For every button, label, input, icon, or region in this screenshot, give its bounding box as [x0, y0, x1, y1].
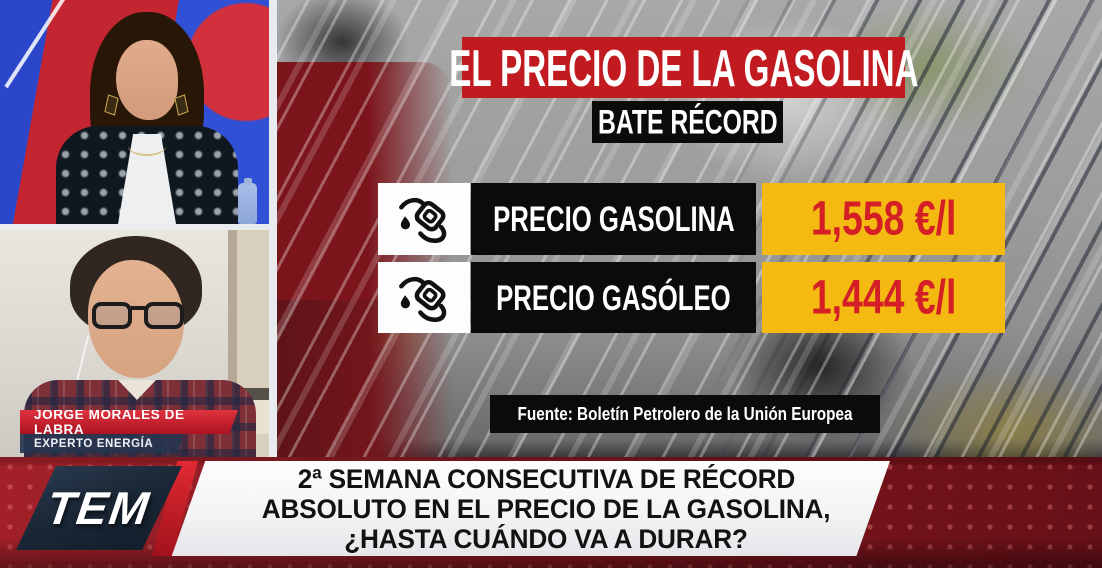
- headline-line-3: ¿HASTA CUÁNDO VA A DURAR?: [344, 523, 748, 554]
- guest-role-banner: EXPERTO ENERGÍA: [20, 434, 183, 453]
- infographic-title-banner: EL PRECIO DE LA GASOLINA: [449, 37, 918, 98]
- headline-line-1: 2ª SEMANA CONSECUTIVA DE RÉCORD: [297, 463, 795, 494]
- price-value: 1,558 €/l: [810, 191, 957, 246]
- price-value: 1,444 €/l: [810, 270, 957, 324]
- guest-name-banner: JORGE MORALES DE LABRA: [20, 410, 238, 434]
- infographic-title: EL PRECIO DE LA GASOLINA: [448, 38, 919, 97]
- infographic-subtitle-banner: BATE RÉCORD: [592, 101, 783, 143]
- guest-role: EXPERTO ENERGÍA: [34, 437, 154, 450]
- video-divider-horizontal: [0, 224, 269, 230]
- presenter-face: [116, 40, 178, 120]
- fuel-nozzle-icon: [399, 276, 447, 322]
- price-label-bar: PRECIO GASÓLEO: [471, 262, 756, 333]
- guest-glasses: [92, 302, 184, 332]
- price-row-gasoleo: PRECIO GASÓLEO 1,444 €/l: [378, 262, 1005, 333]
- icon-box: [378, 262, 470, 333]
- icon-box: [378, 183, 470, 255]
- headline-band: 2ª SEMANA CONSECUTIVA DE RÉCORD ABSOLUTO…: [171, 461, 890, 556]
- tem-logo-text: TEM: [43, 482, 155, 534]
- source-bar: Fuente: Boletín Petrolero de la Unión Eu…: [490, 395, 880, 433]
- water-bottle: [238, 183, 257, 224]
- fuel-nozzle-icon: [399, 197, 447, 244]
- presenter-necklace: [128, 136, 166, 156]
- studio-background-streak: [4, 0, 68, 89]
- infographic-panel: EL PRECIO DE LA GASOLINA BATE RÉCORD PRE: [277, 0, 1102, 457]
- infographic-subtitle: BATE RÉCORD: [597, 102, 778, 141]
- source-text: Fuente: Boletín Petrolero de la Unión Eu…: [517, 403, 853, 424]
- water-bottle-cap: [244, 178, 252, 185]
- headline-line-2: ABSOLUTO EN EL PRECIO DE LA GASOLINA,: [261, 493, 831, 524]
- guest-doorframe: [228, 230, 237, 457]
- glasses-lens: [92, 302, 132, 329]
- price-label-bar: PRECIO GASOLINA: [471, 183, 756, 255]
- guest-face: [88, 260, 184, 378]
- price-value-box: 1,444 €/l: [762, 262, 1005, 333]
- presenter-video-feed: [0, 0, 269, 224]
- video-divider-vertical: [269, 0, 277, 457]
- guest-name: JORGE MORALES DE LABRA: [34, 407, 185, 437]
- price-label: PRECIO GASÓLEO: [496, 276, 731, 317]
- price-row-gasolina: PRECIO GASOLINA 1,558 €/l: [378, 183, 1005, 255]
- glasses-bridge: [131, 306, 145, 310]
- price-value-box: 1,558 €/l: [762, 183, 1005, 255]
- price-label: PRECIO GASOLINA: [492, 198, 735, 239]
- glasses-lens: [144, 302, 184, 329]
